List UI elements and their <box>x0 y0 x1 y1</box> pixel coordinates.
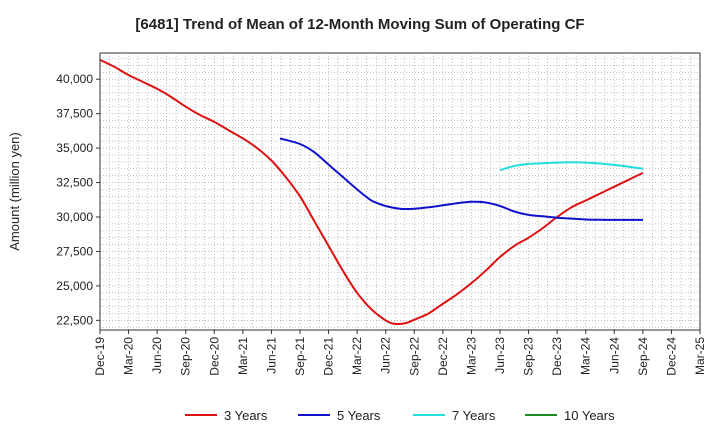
y-axis-ticks: 22,500 25,000 27,500 30,000 32,500 35,000 37,5… <box>56 72 100 327</box>
x-tick-label: Dec-23 <box>550 337 564 376</box>
x-tick-label: Sep-21 <box>293 337 307 376</box>
y-tick-label: 22,500 <box>56 313 93 327</box>
x-tick-label: Jun-22 <box>379 337 393 374</box>
x-tick-label: Sep-20 <box>179 337 193 376</box>
x-tick-label: Sep-23 <box>522 337 536 376</box>
x-tick-label: Dec-20 <box>207 337 221 376</box>
x-tick-label: Dec-21 <box>322 337 336 376</box>
x-tick-label: Dec-24 <box>664 337 678 376</box>
plot-frame <box>99 52 701 331</box>
y-tick-label: 25,000 <box>56 279 93 293</box>
series-lines <box>99 58 644 325</box>
series-line-7-years <box>499 161 644 172</box>
x-tick-label: Mar-23 <box>464 337 478 375</box>
y-tick-label: 40,000 <box>56 72 93 86</box>
legend-label-7-years: 7 Years <box>452 408 496 423</box>
legend-label-3-years: 3 Years <box>224 408 268 423</box>
grid <box>100 53 700 330</box>
y-tick-label: 37,500 <box>56 107 93 121</box>
y-tick-label: 30,000 <box>56 210 93 224</box>
chart-title: [6481] Trend of Mean of 12-Month Moving … <box>135 16 584 33</box>
x-tick-label: Sep-24 <box>636 337 650 376</box>
legend-label-5-years: 5 Years <box>337 408 381 423</box>
x-tick-label: Sep-22 <box>407 337 421 376</box>
y-tick-label: 32,500 <box>56 176 93 190</box>
y-tick-label: 27,500 <box>56 244 93 258</box>
y-tick-label: 35,000 <box>56 141 93 155</box>
legend: 3 Years 5 Years 7 Years 10 Years <box>185 408 615 423</box>
x-tick-label: Jun-23 <box>493 337 507 374</box>
series-line-5-years <box>279 137 643 221</box>
x-axis-ticks: Dec-19 Mar-20 Jun-20 Sep-20 Dec-20 Mar-21 Jun-… <box>93 330 707 376</box>
x-tick-label: Mar-22 <box>350 337 364 375</box>
x-tick-label: Dec-22 <box>436 337 450 376</box>
x-tick-label: Mar-25 <box>693 337 707 375</box>
x-tick-label: Dec-19 <box>93 337 107 376</box>
x-tick-label: Jun-21 <box>264 337 278 374</box>
legend-label-10-years: 10 Years <box>564 408 615 423</box>
x-tick-label: Mar-20 <box>122 337 136 375</box>
y-axis-label: Amount (million yen) <box>7 132 22 251</box>
x-tick-label: Jun-20 <box>150 337 164 374</box>
x-tick-label: Mar-24 <box>579 337 593 375</box>
x-tick-label: Jun-24 <box>607 337 621 374</box>
series-line-3-years <box>99 58 644 325</box>
x-tick-label: Mar-21 <box>236 337 250 375</box>
